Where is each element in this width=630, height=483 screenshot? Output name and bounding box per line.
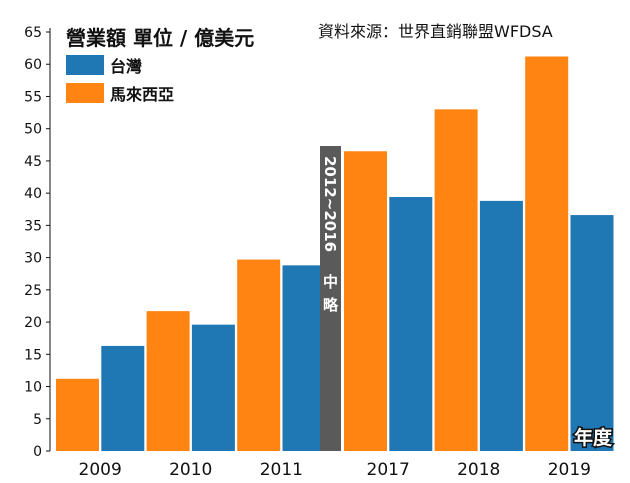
omitted-years-range: 2012~2016 — [321, 156, 339, 252]
bar-2019-malaysia — [525, 56, 569, 451]
bar-2009-malaysia — [56, 378, 99, 451]
y-tick-label: 20 — [24, 315, 42, 331]
y-tick-label: 15 — [24, 347, 42, 363]
bar-2010-taiwan — [191, 324, 235, 451]
bar-2017-taiwan — [389, 197, 433, 451]
bar-2011-malaysia — [237, 259, 281, 451]
data-source: 資料來源：世界直銷聯盟WFDSA — [318, 22, 553, 41]
x-tick-label: 2018 — [457, 460, 500, 480]
x-tick-label: 2009 — [79, 460, 122, 480]
bar-2018-malaysia — [434, 109, 478, 451]
omitted-years-band — [320, 146, 341, 451]
legend-label-malaysia: 馬來西亞 — [110, 85, 174, 104]
y-tick-label: 50 — [24, 122, 42, 138]
chart-title: 營業額 單位 / 億美元 — [66, 26, 254, 50]
omitted-years-char-1: 中 — [323, 273, 338, 291]
bar-2010-malaysia — [146, 311, 190, 451]
y-axis: 0 5 10 15 20 25 30 35 40 45 50 55 60 65 — [24, 25, 51, 460]
bar-2017-malaysia — [344, 151, 387, 451]
legend-swatch-malaysia — [66, 83, 104, 103]
x-tick-label: 2019 — [548, 460, 591, 480]
y-tick-label: 30 — [24, 251, 42, 267]
omitted-years-marker: 2012~2016 中 略 — [320, 146, 341, 451]
y-tick-label: 35 — [24, 218, 42, 234]
y-tick-label: 60 — [24, 57, 42, 73]
y-tick-label: 5 — [33, 412, 42, 428]
x-axis-label: 年度 — [574, 426, 613, 449]
legend-swatch-taiwan — [66, 55, 104, 75]
bar-2019-taiwan — [570, 215, 614, 451]
y-tick-label: 65 — [24, 25, 42, 41]
y-tick-label: 0 — [33, 444, 42, 460]
legend: 台灣 馬來西亞 — [66, 55, 174, 104]
bar-2011-taiwan — [282, 265, 326, 451]
y-tick-label: 10 — [24, 380, 42, 396]
y-tick-label: 25 — [24, 283, 42, 299]
bars — [56, 56, 614, 451]
bar-2009-taiwan — [101, 345, 145, 451]
x-tick-label: 2010 — [169, 460, 212, 480]
y-tick-label: 45 — [24, 154, 42, 170]
bar-2018-taiwan — [479, 200, 523, 451]
omitted-years-char-2: 略 — [323, 296, 339, 314]
y-tick-label: 40 — [24, 186, 42, 202]
y-tick-label: 55 — [24, 89, 42, 105]
x-axis-labels: 2009 2010 2011 2017 2018 2019 — [79, 460, 591, 480]
x-tick-label: 2017 — [367, 460, 410, 480]
x-tick-label: 2011 — [260, 460, 303, 480]
legend-label-taiwan: 台灣 — [110, 57, 142, 76]
